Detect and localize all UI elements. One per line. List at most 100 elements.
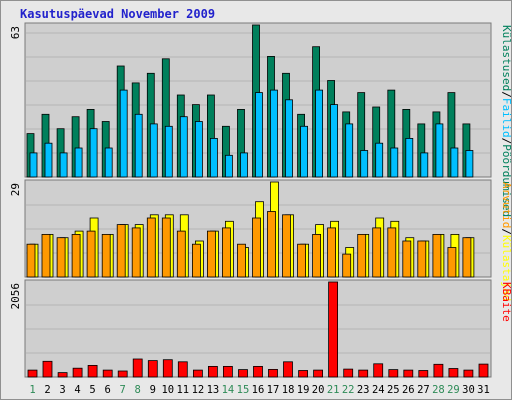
x-tick-label: 22 [342, 384, 355, 396]
kbytes-bar [222, 365, 233, 378]
computers-bar [116, 224, 126, 278]
kbytes-bar [268, 368, 278, 378]
legend-panel-3: KBaite [500, 282, 512, 322]
files-bar [405, 137, 414, 178]
computers-bar [312, 233, 322, 278]
x-tick-label: 19 [297, 384, 310, 396]
computers-bar [86, 230, 96, 278]
kbytes-bar [388, 369, 399, 378]
files-bar [134, 113, 143, 178]
files-bar [330, 104, 339, 178]
x-tick-label: 18 [282, 384, 295, 396]
legend-label: Arvutid [500, 182, 512, 228]
files-bar [119, 89, 128, 178]
x-tick-label: 28 [432, 384, 445, 396]
kbytes-bar [72, 367, 83, 378]
kbytes-bar [358, 369, 369, 378]
computers-bar [432, 233, 442, 278]
kbytes-bar [478, 363, 489, 378]
legend-label: Külastused [500, 25, 512, 91]
files-bar [420, 152, 429, 178]
files-bar [390, 147, 399, 178]
legend-separator: / [500, 228, 512, 235]
computers-bar [282, 214, 291, 278]
x-tick-label: 20 [312, 384, 325, 396]
computers-bar [191, 243, 201, 278]
files-bar [345, 123, 354, 178]
kbytes-bar [87, 364, 98, 378]
computers-bar [146, 217, 156, 278]
kbytes-bar [298, 370, 309, 378]
computers-bar [206, 230, 216, 278]
kbytes-bar [253, 365, 263, 378]
computers-bar [131, 227, 141, 278]
kbytes-bar [102, 369, 113, 378]
computers-bar [297, 243, 307, 278]
files-bar [209, 137, 218, 178]
kbytes-bar [238, 369, 248, 378]
files-bar [255, 92, 263, 178]
x-tick-label: 15 [237, 384, 250, 396]
computers-bar [101, 233, 111, 278]
legend-panel-2: Arvutid/Külastajad [500, 182, 512, 301]
computers-bar [71, 233, 81, 278]
kbytes-bar [448, 368, 459, 378]
x-tick-label: 21 [327, 384, 340, 396]
x-tick-label: 11 [176, 384, 189, 396]
computers-bar [387, 227, 397, 278]
computers-bar [26, 243, 36, 278]
legend-label: Külastajad [500, 235, 512, 301]
x-tick-label: 31 [477, 384, 490, 396]
x-tick-label: 14 [222, 384, 235, 396]
kbytes-bar [207, 365, 218, 378]
x-tick-label: 3 [59, 384, 65, 396]
kbytes-bar [283, 361, 293, 378]
files-bar [89, 128, 98, 178]
legend-separator: / [500, 138, 512, 145]
computers-bar [161, 217, 171, 278]
files-bar [465, 150, 474, 178]
files-bar [74, 147, 83, 178]
kbytes-bar [132, 358, 143, 378]
files-bar [450, 147, 459, 178]
files-bar [285, 99, 293, 178]
computers-bar [402, 240, 412, 278]
x-tick-label: 9 [150, 384, 156, 396]
x-tick-label: 7 [120, 384, 126, 396]
files-bar [164, 125, 173, 178]
kbytes-bar [177, 361, 188, 378]
y-max-label-2: 29 [9, 183, 22, 196]
kbytes-bar [373, 363, 384, 378]
files-bar [104, 147, 113, 178]
x-tick-label: 29 [447, 384, 460, 396]
kbytes-bar [42, 360, 53, 378]
computers-bar [221, 227, 231, 278]
x-tick-label: 1 [29, 384, 35, 396]
files-bar [375, 142, 384, 178]
x-tick-label: 24 [372, 384, 385, 396]
computers-bar [267, 211, 276, 278]
files-bar [59, 152, 68, 178]
files-bar [300, 125, 309, 178]
x-tick-label: 30 [462, 384, 475, 396]
computers-bar [447, 247, 457, 278]
files-bar [179, 116, 188, 178]
files-bar [44, 142, 53, 178]
files-bar [435, 123, 444, 178]
files-bar [270, 89, 278, 178]
x-tick-label: 2 [44, 384, 50, 396]
kbytes-bar [328, 281, 339, 378]
x-tick-label: 6 [105, 384, 111, 396]
files-bar [29, 152, 38, 178]
computers-bar [56, 237, 66, 278]
kbytes-bar [433, 363, 444, 378]
files-bar [240, 152, 248, 178]
kbytes-bar [117, 370, 128, 378]
kbytes-bar [313, 369, 324, 378]
kbytes-bar [162, 359, 173, 378]
kbytes-bar [147, 360, 158, 378]
x-tick-label: 17 [267, 384, 280, 396]
computers-bar [372, 227, 382, 278]
chart-title: Kasutuspäevad November 2009 [20, 7, 216, 21]
